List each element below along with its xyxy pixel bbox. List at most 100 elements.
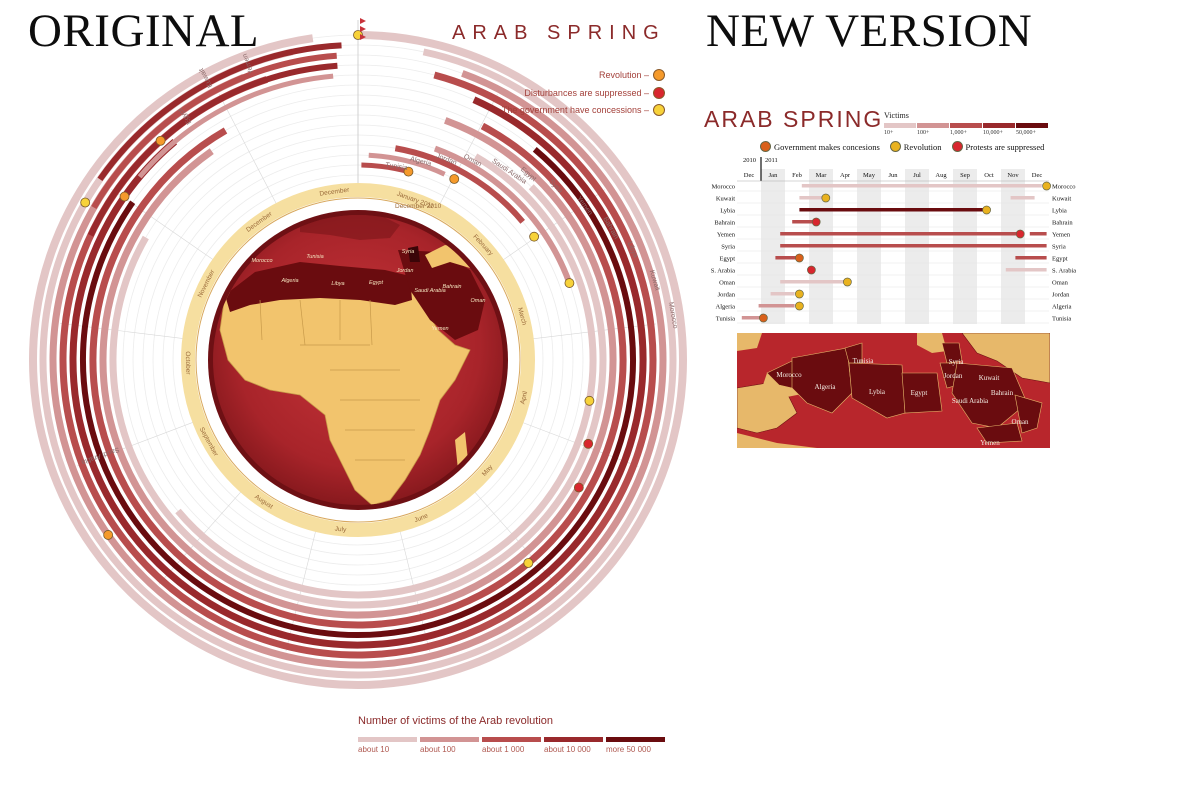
map-label: Syria (402, 249, 415, 255)
country-arc (29, 31, 687, 689)
timeline-bar (780, 280, 845, 284)
event-dot (811, 217, 821, 227)
map-label: Algeria (280, 278, 298, 284)
map-label: Egypt (369, 280, 384, 286)
victims-scale-segment: about 10 000 (544, 737, 603, 754)
country-arc (109, 184, 607, 609)
event-dot (584, 395, 595, 406)
country-arc (137, 73, 334, 179)
row-label-right: Kuwait (1052, 196, 1071, 203)
new-victims-segment: 1,000+ (950, 123, 982, 136)
country-arc (80, 147, 636, 638)
africa-map (219, 215, 485, 505)
timeline-bar (799, 196, 824, 200)
new-victims-segment: 10,000+ (983, 123, 1015, 136)
month-label: Feb (792, 172, 802, 179)
row-label-right: Lybia (1052, 208, 1067, 215)
event-dot (119, 191, 130, 202)
month-label: Dec (1032, 172, 1043, 179)
event-dot (807, 265, 816, 275)
country-arc (368, 152, 446, 177)
month-label: June (413, 512, 429, 524)
row-label-right: Oman (1052, 280, 1069, 287)
month-label: April (519, 390, 529, 405)
legend-dot-icon (760, 141, 771, 152)
row-label-left: Syria (721, 244, 735, 251)
row-label-left: Tunisia (716, 316, 735, 323)
row-label-left: Kuwait (716, 196, 735, 203)
legend-dot-icon (951, 141, 963, 152)
new-timeline-chart: 2010 2011 Dec Jan Feb Mar Apr May Jun Jul Aug Sep Oc… (711, 157, 1076, 324)
map-label: Syria (949, 358, 965, 366)
country-arc (49, 70, 667, 669)
row-label-right: Yemen (1052, 232, 1071, 239)
country-arc (175, 153, 597, 599)
month-label: Aug (935, 172, 947, 179)
country-arc (97, 42, 342, 182)
inner-month-label: December 2010 (395, 203, 442, 210)
event-dot (155, 135, 166, 146)
timeline-bar (1005, 268, 1047, 272)
map-label: Kuwait (979, 374, 1000, 382)
month-label: July (334, 526, 347, 534)
legend-suppressed: Disturbances are suppressed – (524, 87, 665, 99)
timeline-bar (780, 244, 1047, 248)
row-label-left: Bahrain (714, 220, 735, 227)
map-label: Libya (331, 281, 344, 287)
timeline-bar (770, 292, 795, 296)
month-label: Nov (1007, 172, 1019, 179)
month-label: October (184, 351, 191, 375)
victims-scale-segment: about 100 (420, 737, 479, 754)
month-label: May (863, 172, 876, 179)
map-label: Morocco (776, 371, 802, 379)
map-label: Algeria (815, 383, 837, 391)
timeline-bar (801, 184, 1042, 188)
year-label: 2010 (743, 157, 756, 164)
event-dot (1042, 181, 1051, 191)
month-label: Sep (960, 172, 970, 179)
row-label-right: S. Arabia (1052, 268, 1076, 275)
month-label: Oct (984, 172, 994, 179)
victims-scale-segment: more 50 000 (606, 737, 665, 754)
map-label: Tunisia (306, 254, 323, 260)
year-label: 2011 (765, 157, 778, 164)
country-arc (87, 62, 338, 237)
event-dot (523, 558, 534, 568)
row-label-left: Lybia (720, 208, 735, 215)
new-legend: Government makes concesions Revolution Pro… (760, 141, 1044, 152)
country-arc (69, 96, 647, 649)
pointer-icons (360, 18, 366, 40)
row-label-right: Syria (1052, 244, 1066, 251)
month-label: Jun (888, 172, 898, 179)
new-middle-east-map: Morocco Algeria Tunisia Lybia Egypt Syria Jord… (737, 333, 1050, 448)
new-victims-scale: Victims 10+ 100+ 1,000+ 10,000+ 50,000+ (884, 111, 1048, 136)
month-label: Dec (744, 172, 755, 179)
event-dot (583, 438, 594, 449)
row-label-left: Algeria (716, 304, 736, 311)
map-label: Lybia (869, 388, 886, 396)
map-label: Saudi Arabia (952, 397, 989, 405)
row-label-left: Yemen (717, 232, 736, 239)
month-ring (181, 183, 535, 537)
row-label-right: Morocco (1052, 184, 1075, 191)
legend-dot-icon (889, 141, 901, 152)
row-label-left: Jordan (718, 292, 736, 299)
event-dot (529, 231, 540, 242)
new-version-label: NEW VERSION (706, 5, 1033, 57)
month-label: Mar (816, 172, 828, 179)
event-dot (103, 530, 114, 540)
timeline-bar (780, 232, 1018, 236)
map-label: Oman (1011, 418, 1029, 426)
row-label-right: Jordan (1052, 292, 1070, 299)
event-dot (795, 253, 804, 263)
original-event-dots (80, 30, 595, 568)
new-victims-segment: 10+ (884, 123, 916, 136)
new-title: ARAB SPRING (704, 106, 884, 132)
suppressed-dot-icon (653, 87, 665, 99)
row-label-left: Egypt (719, 256, 735, 263)
event-dot (821, 193, 831, 203)
timeline-bar (1010, 196, 1035, 200)
timeline-bar (758, 304, 795, 308)
country-arc (89, 122, 627, 629)
new-victims-segment: 50,000+ (1016, 123, 1048, 136)
